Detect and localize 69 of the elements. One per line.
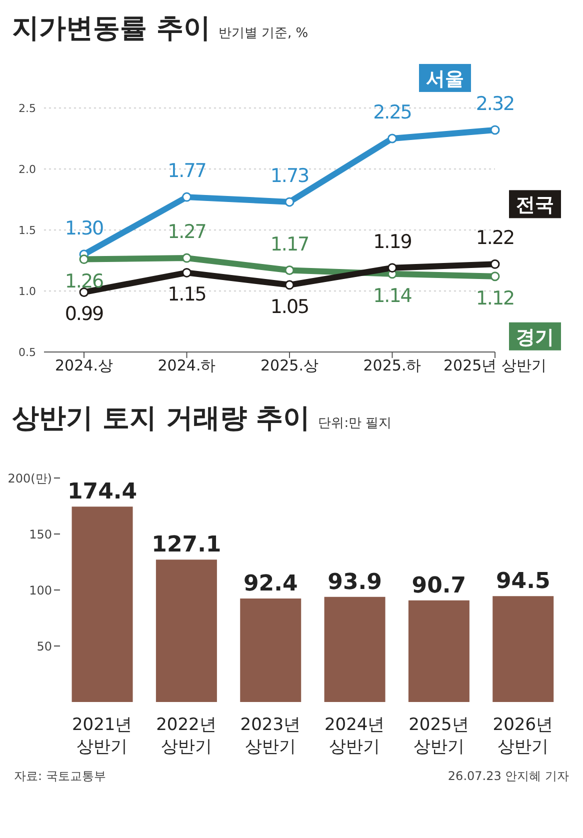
- point: [388, 263, 397, 273]
- y-tick-label: 150: [29, 527, 52, 542]
- text: 자료: 국토교통부: [14, 768, 106, 785]
- y-tick-label: 1.5: [18, 224, 36, 237]
- data-label: 1.73: [270, 164, 309, 187]
- x-tick-label: 2024.하: [158, 356, 216, 375]
- point: [182, 192, 192, 202]
- bar: [492, 596, 554, 702]
- point: [490, 125, 500, 135]
- x-tick-label: 2021년 상반기: [72, 715, 132, 757]
- x-tick-label: 2025.하: [363, 356, 422, 375]
- data-label: 1.15: [168, 284, 206, 306]
- chart-title: 상반기 토지 거래량 추이: [12, 402, 310, 436]
- bar: [408, 600, 470, 702]
- data-label: 94.5: [496, 569, 550, 594]
- x-tick-label: 2026년 상반기: [492, 715, 554, 757]
- y-tick-label: 100: [29, 583, 52, 598]
- data-label: 2.25: [373, 102, 412, 124]
- point: [388, 134, 397, 144]
- point: [490, 272, 500, 282]
- point: [79, 254, 89, 264]
- text: 전국: [516, 194, 554, 216]
- data-label: 1.17: [270, 233, 309, 256]
- x-tick-label: 2024.상: [55, 356, 113, 375]
- point: [284, 280, 294, 290]
- data-label: 1.05: [270, 296, 309, 318]
- x-tick-label: 2025년 상반기: [408, 715, 469, 757]
- y-tick-label: 50: [36, 639, 52, 654]
- data-label: 1.27: [168, 221, 206, 244]
- point: [490, 259, 500, 269]
- point: [79, 287, 89, 297]
- y-tick-label: 2.5: [18, 102, 36, 115]
- data-label: 127.1: [152, 532, 222, 558]
- data-label: 1.14: [373, 284, 412, 307]
- data-label: 93.9: [328, 570, 382, 595]
- bar: [240, 598, 302, 702]
- chart-subtitle: 단위:만 필지: [318, 415, 392, 432]
- chart-subtitle: 반기별 기준, %: [218, 25, 308, 42]
- data-label: 1.77: [168, 160, 206, 182]
- data-label: 2.32: [476, 92, 514, 115]
- point: [284, 197, 294, 207]
- text: 26.07.23 안지혜 기자: [448, 768, 569, 785]
- x-tick-label: 2024년 상반기: [324, 715, 385, 757]
- x-tick-label: 2025.상: [260, 356, 318, 375]
- data-label: 1.26: [64, 270, 104, 292]
- bar: [324, 596, 386, 702]
- data-label: 92.4: [243, 572, 298, 597]
- data-label: 1.19: [373, 230, 412, 253]
- x-tick-label: 2023년 상반기: [240, 715, 301, 757]
- point: [182, 268, 192, 278]
- data-label: 0.99: [64, 303, 104, 326]
- y-tick-label: 1.0: [18, 284, 36, 298]
- bar: [72, 506, 133, 702]
- data-label: 90.7: [412, 573, 466, 598]
- data-label: 1.30: [64, 217, 104, 240]
- y-tick-label: 0.5: [18, 346, 36, 359]
- data-label: 1.12: [476, 287, 514, 310]
- data-label: 1.22: [476, 227, 514, 250]
- x-tick-label: 2022년 상반기: [156, 715, 216, 757]
- x-tick-label: 2025년 상반기: [444, 356, 546, 375]
- data-label: 174.4: [67, 480, 138, 505]
- bar: [156, 560, 217, 702]
- y-tick-label: 200(만): [8, 471, 52, 486]
- chart-title: 지가변동률 추이: [12, 12, 210, 46]
- y-tick-label: 2.0: [18, 162, 36, 176]
- text: 서울: [426, 68, 464, 90]
- point: [182, 253, 192, 263]
- text: 경기: [516, 326, 554, 348]
- point: [284, 266, 294, 276]
